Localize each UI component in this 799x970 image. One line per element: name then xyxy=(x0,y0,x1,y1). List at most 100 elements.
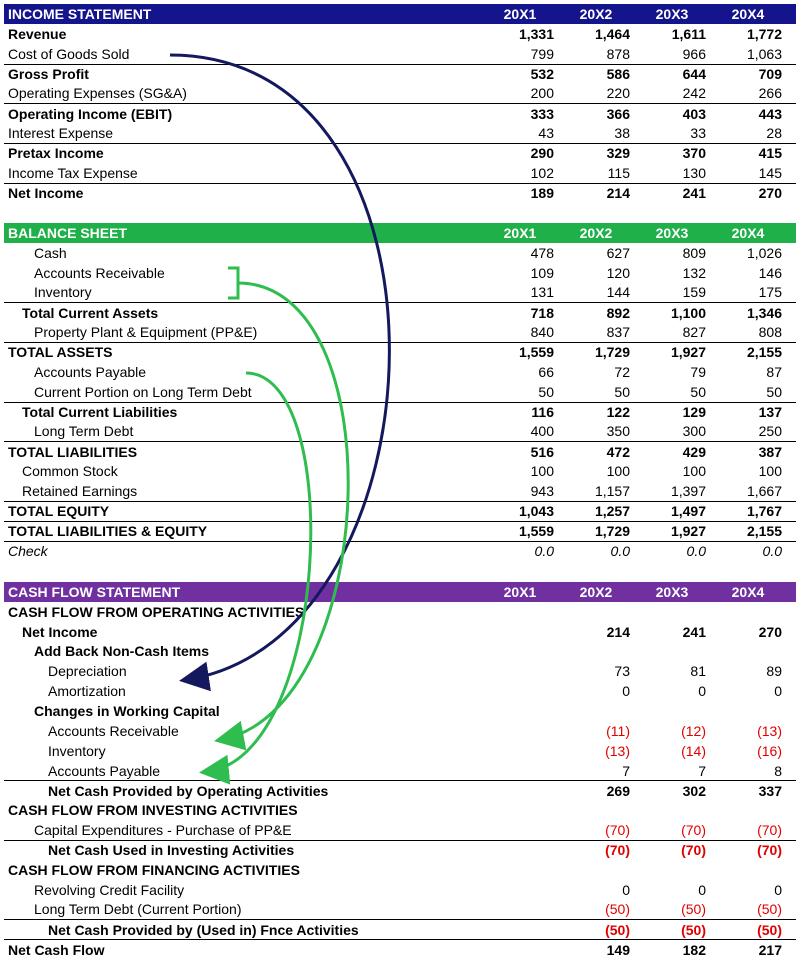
cell-value: 337 xyxy=(758,782,782,799)
column-header: 20X3 xyxy=(655,224,689,241)
cell-value: 182 xyxy=(682,941,706,958)
table-row: Changes in Working Capital xyxy=(4,701,796,721)
table-row: Pretax Income 290 329 370 415 xyxy=(4,142,796,163)
table-row: Cost of Goods Sold 799 878 966 1,063 xyxy=(4,44,796,64)
table-row: Cash 478 627 809 1,026 xyxy=(4,243,796,263)
column-header: 20X3 xyxy=(655,5,689,22)
row-label: TOTAL LIABILITIES xyxy=(8,443,138,460)
section-header: CASH FLOW STATEMENT 20X1 20X2 20X3 20X4 xyxy=(4,582,796,602)
cell-value: (70) xyxy=(681,822,706,839)
cell-value: 1,063 xyxy=(746,45,782,62)
cell-value: 129 xyxy=(682,404,706,421)
row-label: Net Income xyxy=(8,185,84,202)
cell-value: 1,331 xyxy=(518,25,554,42)
cell-value: (50) xyxy=(757,921,782,938)
cell-value: 241 xyxy=(682,185,706,202)
cell-value: 1,729 xyxy=(594,344,630,361)
cell-value: (70) xyxy=(757,822,782,839)
cell-value: 102 xyxy=(530,164,554,181)
table-row: Total Current Assets 718 892 1,100 1,346 xyxy=(4,302,796,322)
cell-value: 189 xyxy=(530,185,554,202)
column-header: 20X4 xyxy=(731,5,765,22)
cell-value: 115 xyxy=(607,164,630,181)
table-row: Net Cash Used in Investing Activities (70… xyxy=(4,839,796,860)
table-row: CASH FLOW FROM FINANCING ACTIVITIES xyxy=(4,860,796,880)
row-label: TOTAL LIABILITIES & EQUITY xyxy=(8,523,208,540)
cell-value: 269 xyxy=(606,782,630,799)
row-label: Operating Expenses (SG&A) xyxy=(8,85,187,102)
column-header: 20X1 xyxy=(503,583,537,600)
cell-value: 250 xyxy=(758,423,782,440)
cell-value: 966 xyxy=(682,45,706,62)
cell-value: 370 xyxy=(682,145,706,162)
cell-value: (50) xyxy=(605,921,630,938)
row-label: Add Back Non-Cash Items xyxy=(34,643,210,660)
cell-value: 2,155 xyxy=(746,344,782,361)
table-row: Gross Profit 532 586 644 709 xyxy=(4,63,796,84)
row-label: Accounts Receivable xyxy=(48,722,179,739)
cell-value: 387 xyxy=(758,443,782,460)
cell-value: 79 xyxy=(690,363,706,380)
row-label: Net Cash Used in Investing Activities xyxy=(48,842,295,859)
table-row: Income Tax Expense 102 115 130 145 xyxy=(4,163,796,183)
row-label: CASH FLOW FROM OPERATING ACTIVITIES xyxy=(8,603,305,620)
cell-value: 38 xyxy=(614,124,630,141)
cell-value: (16) xyxy=(757,742,782,759)
cell-value: 415 xyxy=(758,145,782,162)
cell-value: 266 xyxy=(758,85,782,102)
cell-value: 0 xyxy=(698,881,706,898)
cell-value: 840 xyxy=(530,324,554,341)
section-title: BALANCE SHEET xyxy=(8,224,128,241)
cell-value: (50) xyxy=(681,921,706,938)
cell-value: 1,559 xyxy=(518,344,554,361)
cell-value: (50) xyxy=(757,901,782,918)
cell-value: 50 xyxy=(690,383,706,400)
cell-value: (12) xyxy=(681,722,706,739)
row-label: Cash xyxy=(34,244,67,261)
row-label: Pretax Income xyxy=(8,145,104,162)
cell-value: 400 xyxy=(530,423,554,440)
cell-value: 100 xyxy=(758,463,782,480)
cell-value: 270 xyxy=(758,623,782,640)
table-row: Inventory 131 144 159 175 xyxy=(4,283,796,303)
cell-value: 586 xyxy=(606,65,630,82)
cell-value: 827 xyxy=(682,324,706,341)
cell-value: 242 xyxy=(682,85,706,102)
row-label: Total Current Liabilities xyxy=(22,404,178,421)
table-row: TOTAL ASSETS 1,559 1,729 1,927 2,155 xyxy=(4,342,796,362)
cell-value: 429 xyxy=(682,443,706,460)
cell-value: 1,497 xyxy=(670,503,706,520)
cell-value: 302 xyxy=(682,782,706,799)
cell-value: 1,927 xyxy=(670,523,706,540)
cell-value: (13) xyxy=(605,742,630,759)
cell-value: (13) xyxy=(757,722,782,739)
row-label: CASH FLOW FROM INVESTING ACTIVITIES xyxy=(8,802,298,819)
table-row: Net Cash Flow 149 182 217 xyxy=(4,939,796,959)
row-label: Income Tax Expense xyxy=(8,164,138,181)
row-label: Changes in Working Capital xyxy=(34,702,220,719)
cell-value: 366 xyxy=(606,105,630,122)
cell-value: 132 xyxy=(682,264,706,281)
table-row: Accounts Receivable (11) (12) (13) xyxy=(4,721,796,741)
cell-value: 892 xyxy=(606,304,630,321)
cell-value: 943 xyxy=(530,482,554,499)
row-label: Gross Profit xyxy=(8,65,89,82)
cell-value: (70) xyxy=(681,842,706,859)
cell-value: 300 xyxy=(682,423,706,440)
table-row: Amortization 0 0 0 xyxy=(4,681,796,701)
cell-value: 329 xyxy=(606,145,630,162)
cell-value: 403 xyxy=(682,105,706,122)
cell-value: 200 xyxy=(530,85,554,102)
column-header: 20X3 xyxy=(655,583,689,600)
cell-value: 808 xyxy=(758,324,782,341)
cell-value: 89 xyxy=(766,663,782,680)
cell-value: 0.0 xyxy=(534,542,554,559)
cell-value: 130 xyxy=(682,164,706,181)
cell-value: 87 xyxy=(766,363,782,380)
table-row: Net Cash Provided by (Used in) Fnce Acti… xyxy=(4,919,796,939)
column-header: 20X1 xyxy=(503,224,537,241)
cell-value: 809 xyxy=(682,244,706,261)
table-row: Accounts Payable 66 72 79 87 xyxy=(4,362,796,382)
table-row: Long Term Debt (Current Portion) (50) (50)… xyxy=(4,900,796,920)
cell-value: 72 xyxy=(614,363,630,380)
